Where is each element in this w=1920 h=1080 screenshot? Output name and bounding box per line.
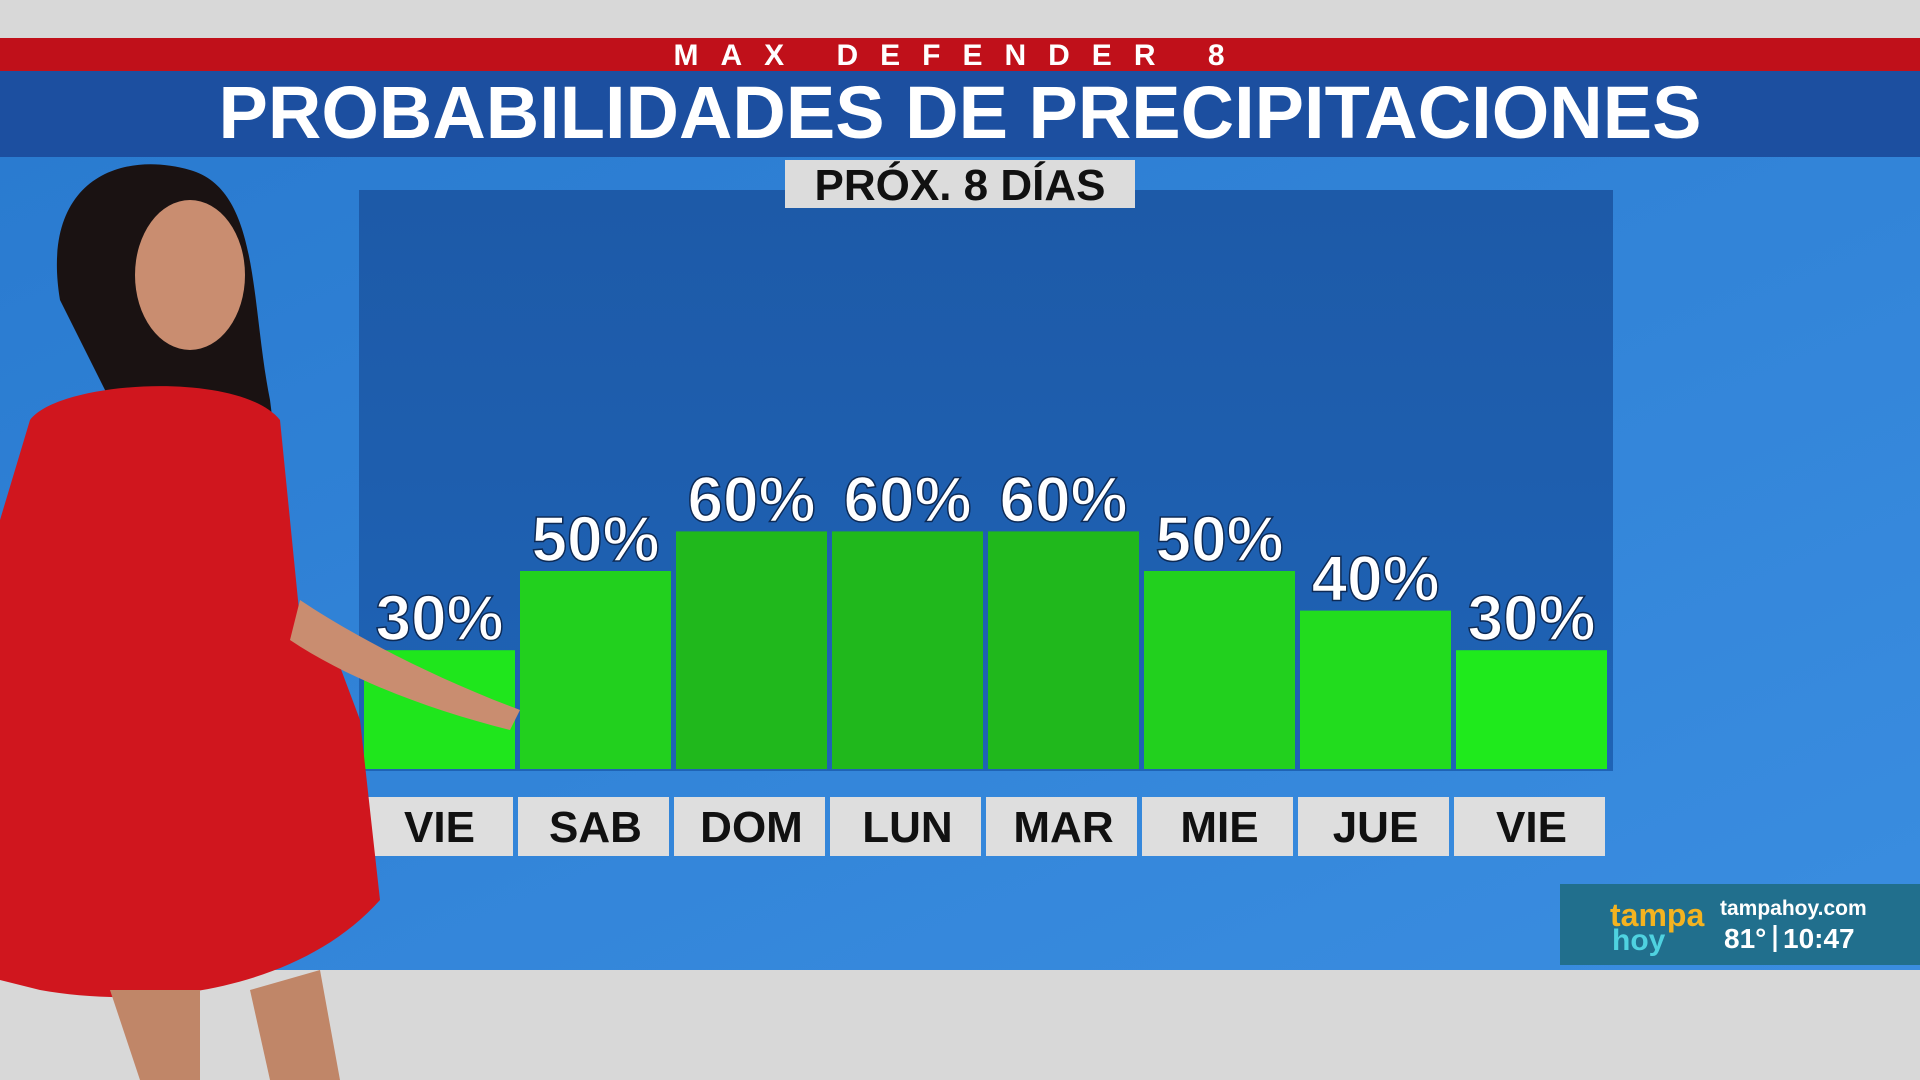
logo-brand-bottom: hoy bbox=[1612, 924, 1666, 957]
bars: 30% VIE 50% SAB 60% DOM 60% LUN 60% MAR 50% MIE 40% J… bbox=[362, 463, 1607, 856]
face bbox=[135, 200, 245, 350]
category-box bbox=[518, 797, 669, 856]
chart-title: PROBABILIDADES DE PRECIPITACIONES bbox=[219, 71, 1702, 154]
category-box bbox=[830, 797, 981, 856]
category-box bbox=[1298, 797, 1449, 856]
category-box bbox=[674, 797, 825, 856]
chart-subtitle: PRÓX. 8 DÍAS bbox=[815, 160, 1106, 210]
logo-temperature: 81° bbox=[1724, 923, 1766, 954]
value-label: 60% bbox=[687, 463, 815, 535]
category-box bbox=[1142, 797, 1293, 856]
logo: tampa hoy tampahoy.com 81° 10:47 bbox=[1560, 884, 1920, 965]
x-tick-label: JUE bbox=[1333, 803, 1419, 852]
value-label: 60% bbox=[999, 463, 1127, 535]
bar bbox=[520, 571, 671, 769]
bar bbox=[676, 531, 827, 769]
bar bbox=[1300, 610, 1451, 769]
legs bbox=[110, 970, 340, 1080]
x-tick-label: DOM bbox=[700, 803, 803, 852]
value-label: 30% bbox=[1467, 582, 1595, 654]
value-label: 50% bbox=[531, 503, 659, 575]
arm bbox=[290, 600, 520, 730]
category-box bbox=[986, 797, 1137, 856]
value-label: 50% bbox=[1155, 503, 1283, 575]
x-tick-label: MAR bbox=[1013, 803, 1113, 852]
value-label: 40% bbox=[1311, 543, 1439, 615]
x-tick-label: SAB bbox=[549, 803, 642, 852]
bar bbox=[1456, 650, 1607, 769]
subtitle-box bbox=[785, 160, 1135, 208]
logo-box bbox=[1560, 884, 1920, 965]
title-band bbox=[0, 71, 1920, 157]
x-tick-label: MIE bbox=[1180, 803, 1258, 852]
bar bbox=[832, 531, 983, 769]
header-band bbox=[0, 38, 1920, 71]
presenter bbox=[0, 164, 520, 1080]
logo-time: 10:47 bbox=[1783, 923, 1855, 954]
x-tick-label: VIE bbox=[404, 803, 475, 852]
category-box bbox=[362, 797, 513, 856]
x-tick-label: LUN bbox=[862, 803, 952, 852]
logo-brand-top: tampa bbox=[1610, 897, 1704, 933]
dress bbox=[0, 386, 380, 998]
bar bbox=[988, 531, 1139, 769]
value-label: 60% bbox=[843, 463, 971, 535]
value-label: 30% bbox=[375, 582, 503, 654]
x-tick-label: VIE bbox=[1496, 803, 1567, 852]
logo-site: tampahoy.com bbox=[1720, 897, 1867, 920]
header: MAX DEFENDER 8 bbox=[673, 39, 1246, 72]
category-box bbox=[1454, 797, 1605, 856]
bar bbox=[1144, 571, 1295, 769]
